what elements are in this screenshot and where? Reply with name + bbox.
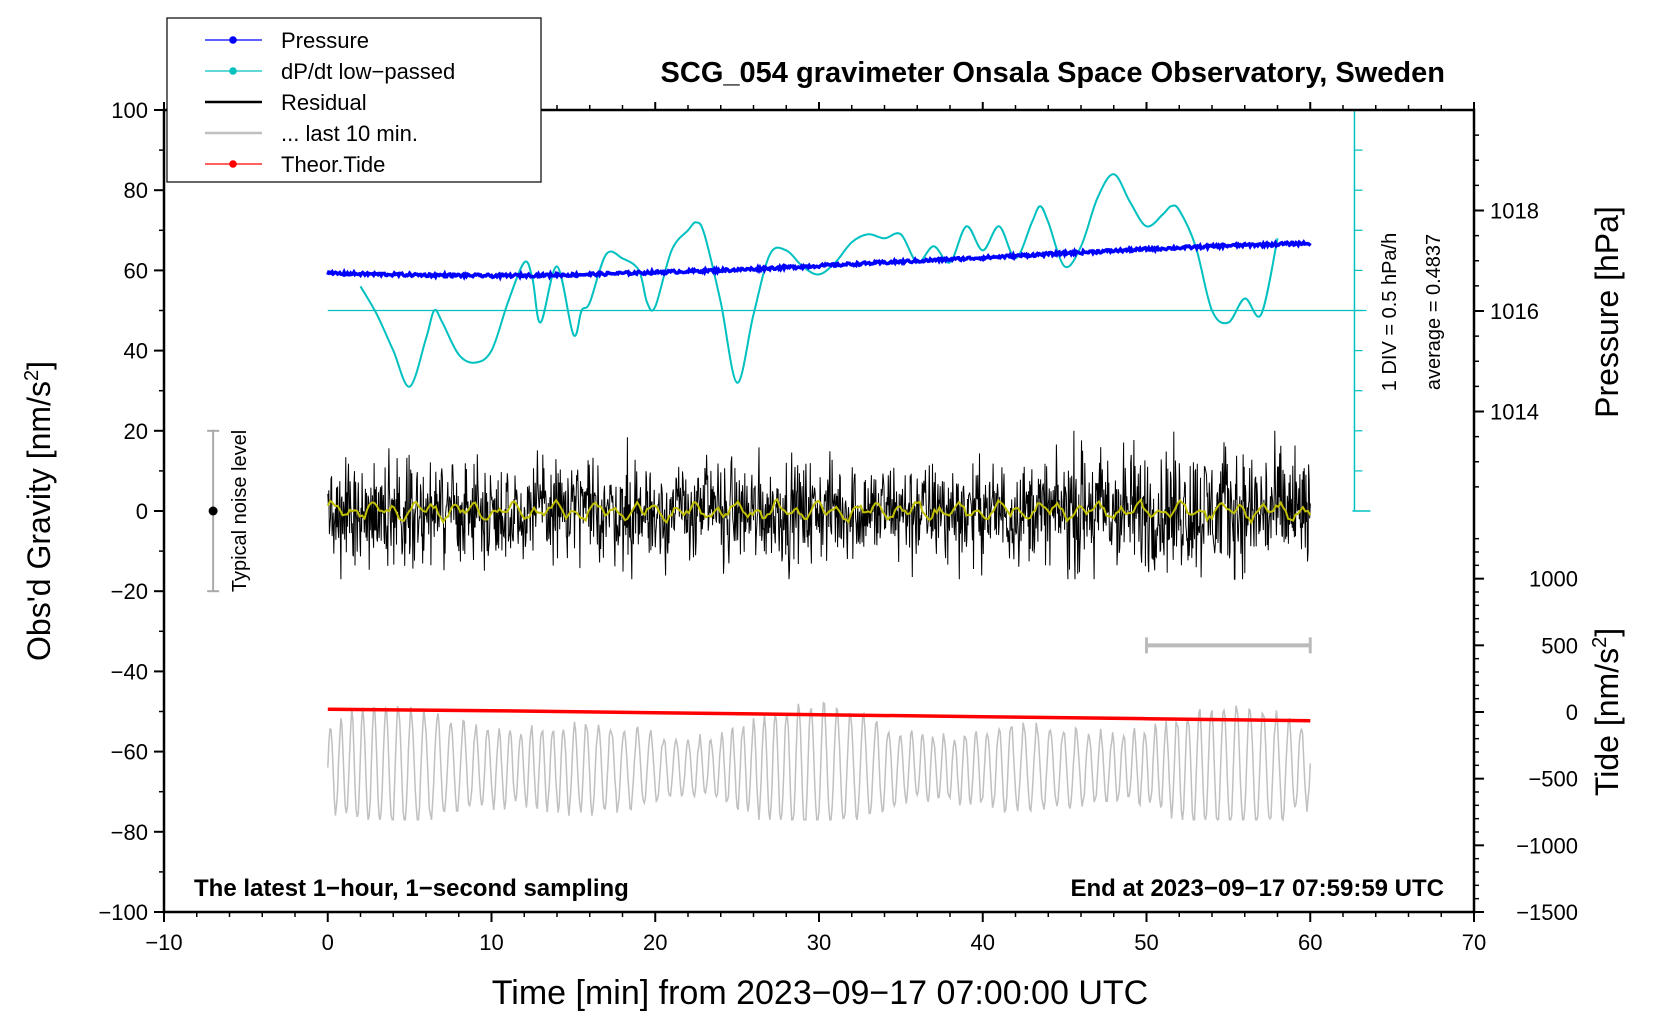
axes-layer: −10 0 10 20 30 40 50 60 70−100−80−60−40−20020406… — [98, 98, 1578, 955]
x-tick-label: 40 — [971, 930, 995, 955]
x-tick-label: 70 — [1462, 930, 1486, 955]
tide-tick-label: 0 — [1566, 700, 1578, 725]
annotation-layer — [207, 110, 1371, 654]
tide-tick-label: −1000 — [1516, 833, 1578, 858]
tide-tick-label: −500 — [1528, 767, 1578, 792]
y-axis-label-left-sup: 2 — [21, 370, 43, 381]
x-tick-label: −10 — [145, 930, 182, 955]
y-tick-label: −80 — [111, 820, 148, 845]
legend-label: dP/dt low−passed — [281, 59, 455, 84]
average-label: average = 0.4837 — [1423, 234, 1445, 390]
tide-series-line — [327, 707, 1311, 723]
x-tick-label: 60 — [1298, 930, 1322, 955]
y-tick-label: −100 — [98, 900, 148, 925]
dpdt-series-line — [359, 173, 1279, 388]
y-tick-label: 80 — [124, 178, 148, 203]
pressure-tick-label: 1016 — [1490, 299, 1539, 324]
y-tick-label: 40 — [124, 339, 148, 364]
footer-left: The latest 1−hour, 1−second sampling — [194, 875, 629, 902]
noise-label: Typical noise level — [229, 430, 251, 592]
pressure-tick-label: 1018 — [1490, 199, 1539, 224]
chart-title: SCG_054 gravimeter Onsala Space Observat… — [661, 57, 1445, 89]
last10-series-line — [327, 701, 1312, 822]
y-tick-label: −60 — [111, 740, 148, 765]
x-tick-label: 0 — [322, 930, 334, 955]
residual-smoothed-line — [326, 497, 1312, 526]
x-axis-label: Time [min] from 2023−09−17 07:00:00 UTC — [492, 974, 1148, 1012]
pressure-axis-label: Pressure [hPa] — [1589, 206, 1625, 418]
tide-axis-label-sup: 2 — [1589, 637, 1611, 648]
legend-label: ... last 10 min. — [281, 121, 418, 146]
tide-axis-label: Tide [nm/s2] — [1589, 628, 1625, 796]
series-layer — [326, 173, 1312, 822]
y-tick-label: 20 — [124, 419, 148, 444]
footer-right: End at 2023−09−17 07:59:59 UTC — [1070, 875, 1444, 902]
x-tick-label: 10 — [479, 930, 503, 955]
y-tick-label: −40 — [111, 659, 148, 684]
scale-label: 1 DIV = 0.5 hPa/h — [1379, 233, 1401, 391]
legend-marker — [229, 160, 237, 168]
tide-tick-label: 1000 — [1529, 567, 1578, 592]
y-axis-label-left: Obs'd Gravity [nm/s2] — [21, 361, 57, 661]
noise-dot — [208, 506, 218, 516]
y-tick-label: 100 — [111, 98, 148, 123]
legend: Pressure dP/dt low−passed Residual ... last… — [166, 17, 542, 183]
legend-label: Pressure — [281, 28, 369, 53]
tide-tick-label: −1500 — [1516, 900, 1578, 925]
x-tick-label: 30 — [807, 930, 831, 955]
legend-box — [166, 17, 542, 183]
legend-marker — [229, 67, 237, 75]
y-tick-label: −20 — [111, 579, 148, 604]
legend-label: Theor.Tide — [281, 152, 385, 177]
y-tick-label: 0 — [136, 499, 148, 524]
x-tick-label: 20 — [643, 930, 667, 955]
residual-series-line — [327, 430, 1311, 580]
y-tick-label: 60 — [124, 258, 148, 283]
pressure-tick-label: 1014 — [1490, 400, 1539, 425]
legend-label: Residual — [281, 90, 367, 115]
pressure-series-line — [326, 239, 1312, 282]
tide-tick-label: 500 — [1541, 633, 1578, 658]
x-tick-label: 50 — [1134, 930, 1158, 955]
legend-marker — [229, 36, 237, 44]
